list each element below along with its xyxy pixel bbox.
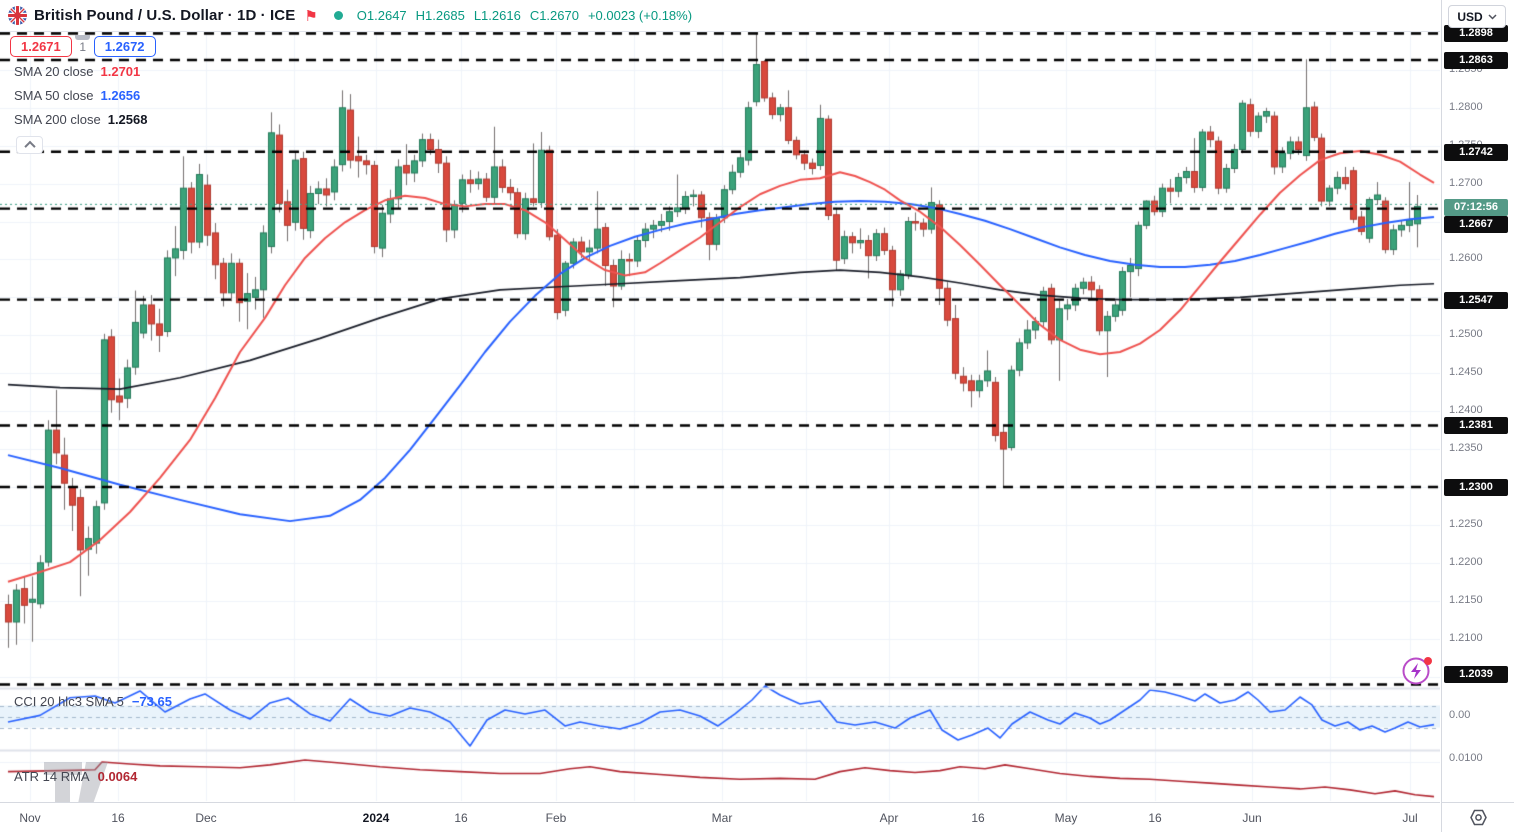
legend-sma20[interactable]: SMA 20 close 1.2701 — [14, 64, 140, 79]
ohlc-high: H1.2685 — [415, 8, 465, 23]
level-price-label: 1.2300 — [1444, 479, 1508, 496]
ohlc-readout: O1.2647 H1.2685 L1.2616 C1.2670 +0.0023 … — [357, 8, 692, 23]
sma50-label: SMA 50 close — [14, 88, 94, 103]
chevron-up-icon — [23, 140, 36, 153]
sma200-label: SMA 200 close — [14, 112, 101, 127]
level-price-label: 1.2898 — [1444, 25, 1508, 42]
currency-dropdown[interactable]: USD — [1448, 5, 1506, 28]
level-price-label: 1.2039 — [1444, 666, 1508, 683]
time-axis-label: Nov — [19, 811, 41, 825]
price-axis-label: 0.00 — [1449, 709, 1471, 721]
time-axis-label: 16 — [971, 811, 985, 825]
price-axis-label: 1.2150 — [1449, 594, 1483, 606]
level-price-label: 1.2742 — [1444, 144, 1508, 161]
axis-settings-corner[interactable] — [1441, 802, 1514, 832]
time-axis-label: 2024 — [362, 811, 390, 825]
ohlc-low: L1.2616 — [473, 8, 521, 23]
cci-label: CCI 20 hlc3 SMA 5 — [14, 694, 124, 709]
price-axis-label: 1.2450 — [1449, 366, 1483, 378]
flag-symbol-icon[interactable]: ⚑ — [304, 7, 318, 25]
line-tool-price-boxes: 1.2671 1 1.2672 — [10, 34, 156, 57]
gbp-flag-icon — [8, 6, 27, 25]
line-tool-handle[interactable] — [74, 34, 90, 40]
price-axis-label: 1.2100 — [1449, 632, 1483, 644]
price-axis-label: 1.2250 — [1449, 518, 1483, 530]
legend-atr[interactable]: ATR 14 RMA 0.0064 — [14, 769, 137, 784]
level-price-label: 1.2667 — [1444, 216, 1508, 233]
legend-sma50[interactable]: SMA 50 close 1.2656 — [14, 88, 140, 103]
legend-sma200[interactable]: SMA 200 close 1.2568 — [14, 112, 147, 127]
chart-plot-area[interactable] — [0, 0, 1440, 832]
time-axis-label: 16 — [454, 811, 468, 825]
line-tool-price-upper[interactable]: 1.2672 — [93, 36, 156, 57]
price-axis-label: 1.2700 — [1449, 177, 1483, 189]
sma50-value: 1.2656 — [100, 88, 141, 103]
ohlc-close: C1.2670 — [529, 8, 579, 23]
price-axis-label: 1.2200 — [1449, 556, 1483, 568]
ohlc-open: O1.2647 — [356, 8, 407, 23]
market-status-dot — [333, 11, 343, 20]
price-axis-label: 1.2350 — [1449, 442, 1483, 454]
price-axis-label: 1.2500 — [1449, 328, 1483, 340]
flash-notification-icon[interactable] — [1400, 653, 1434, 687]
sma20-label: SMA 20 close — [14, 64, 94, 79]
price-axis[interactable]: USD 07:12:56 1.28501.28001.27501.27001.2… — [1441, 0, 1514, 802]
time-axis-label: Jul — [1402, 811, 1418, 825]
price-axis-label: 1.2400 — [1449, 404, 1483, 416]
price-axis-label: 1.2800 — [1449, 101, 1483, 113]
chevron-down-icon — [1488, 13, 1497, 20]
time-axis-label: Mar — [711, 811, 733, 825]
legend-cci[interactable]: CCI 20 hlc3 SMA 5 −73.65 — [14, 694, 172, 709]
symbol-title[interactable]: British Pound / U.S. Dollar · 1D · ICE — [34, 7, 296, 24]
time-axis-label: Jun — [1242, 811, 1262, 825]
price-axis-label: 0.0100 — [1449, 752, 1483, 764]
time-axis-label: 16 — [111, 811, 125, 825]
time-axis-label: May — [1054, 811, 1078, 825]
cci-value: −73.65 — [131, 694, 172, 709]
level-price-label: 1.2863 — [1444, 52, 1508, 69]
time-axis-label: Dec — [195, 811, 217, 825]
legend-collapse-button[interactable] — [16, 136, 43, 154]
sma200-value: 1.2568 — [107, 112, 148, 127]
level-price-label: 1.2547 — [1444, 292, 1508, 309]
time-axis-label: Feb — [545, 811, 567, 825]
gear-icon — [1469, 809, 1487, 826]
bar-countdown: 07:12:56 — [1444, 199, 1508, 216]
atr-value: 0.0064 — [97, 769, 138, 784]
tradingview-watermark-logo — [42, 760, 128, 811]
top-toolbar: British Pound / U.S. Dollar · 1D · ICE ⚑… — [0, 0, 1440, 32]
time-axis-label: 16 — [1148, 811, 1162, 825]
atr-label: ATR 14 RMA — [14, 769, 90, 784]
line-tool-price-lower[interactable]: 1.2671 — [10, 36, 72, 57]
time-axis-label: Apr — [879, 811, 899, 825]
price-axis-label: 1.2600 — [1449, 252, 1483, 264]
ohlc-change: +0.0023 (+0.18%) — [587, 8, 693, 23]
level-price-label: 1.2381 — [1444, 417, 1508, 434]
sma20-value: 1.2701 — [100, 64, 141, 79]
time-axis[interactable]: Nov 16 Dec 2024 16 Feb Mar Apr 16 May 16 Jun Jul — [0, 802, 1440, 832]
line-tool-count: 1 — [72, 34, 94, 54]
